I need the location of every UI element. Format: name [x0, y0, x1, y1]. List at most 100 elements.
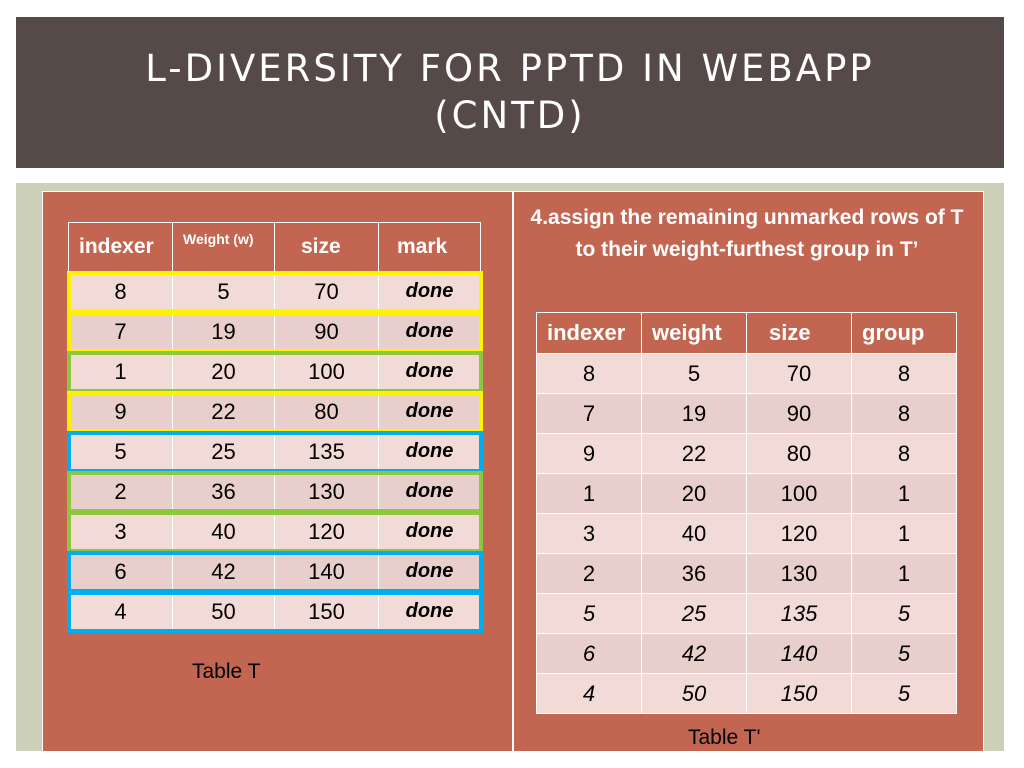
header-weight: weight	[641, 312, 747, 354]
cell-weight: 40	[172, 511, 275, 552]
cell-size: 70	[274, 271, 379, 312]
cell-indexer: 4	[536, 673, 642, 714]
table-row: 4 50 150 done	[68, 591, 481, 632]
table-row: 9 22 80 done	[68, 391, 481, 432]
cell-mark: done	[378, 391, 481, 432]
table-row: 8 5 70 8	[536, 353, 957, 394]
table-row: 2 36 130 done	[68, 471, 481, 512]
cell-weight: 50	[172, 591, 275, 632]
cell-size: 140	[274, 551, 379, 592]
cell-mark: done	[378, 271, 481, 312]
cell-indexer: 2	[68, 471, 173, 512]
table-row: 8 5 70 done	[68, 271, 481, 312]
cell-indexer: 8	[68, 271, 173, 312]
cell-indexer: 5	[536, 593, 642, 634]
cell-weight: 36	[641, 553, 747, 594]
cell-size: 100	[746, 473, 852, 514]
cell-group: 8	[851, 393, 957, 434]
table-row: 4 50 150 5	[536, 673, 957, 714]
cell-size: 120	[746, 513, 852, 554]
cell-mark: done	[378, 471, 481, 512]
table-row: 5 25 135 5	[536, 593, 957, 634]
cell-weight: 42	[172, 551, 275, 592]
table-t-caption: Table T	[192, 660, 261, 683]
header-size: size	[746, 312, 852, 354]
cell-weight: 5	[172, 271, 275, 312]
cell-indexer: 1	[536, 473, 642, 514]
cell-mark: done	[378, 311, 481, 352]
cell-group: 5	[851, 593, 957, 634]
cell-size: 135	[274, 431, 379, 472]
cell-weight: 19	[641, 393, 747, 434]
slide-title: L-DIVERSITY FOR PPTD IN WEBAPP (CNTD)	[145, 47, 875, 137]
table-row: 6 42 140 5	[536, 633, 957, 674]
cell-weight: 36	[172, 471, 275, 512]
cell-group: 5	[851, 673, 957, 714]
cell-indexer: 9	[68, 391, 173, 432]
cell-weight: 5	[641, 353, 747, 394]
instruction-text: 4.assign the remaining unmarked rows of …	[530, 206, 964, 261]
cell-size: 130	[274, 471, 379, 512]
cell-indexer: 8	[536, 353, 642, 394]
cell-size: 135	[746, 593, 852, 634]
table-row: 7 19 90 8	[536, 393, 957, 434]
header-mark: mark	[378, 222, 481, 272]
cell-size: 80	[274, 391, 379, 432]
cell-size: 150	[274, 591, 379, 632]
header-indexer: indexer	[536, 312, 642, 354]
cell-weight: 25	[172, 431, 275, 472]
cell-indexer: 4	[68, 591, 173, 632]
table-t-prime: indexer weight size group 8 5 70 8 7 19 90 8 9…	[536, 312, 957, 714]
cell-indexer: 9	[536, 433, 642, 474]
header-size: size	[274, 222, 379, 272]
table-row: 3 40 120 done	[68, 511, 481, 552]
cell-size: 100	[274, 351, 379, 392]
panel-divider	[512, 191, 514, 752]
table-row: 5 25 135 done	[68, 431, 481, 472]
cell-weight: 20	[641, 473, 747, 514]
cell-weight: 20	[172, 351, 275, 392]
table-row: 3 40 120 1	[536, 513, 957, 554]
cell-weight: 25	[641, 593, 747, 634]
cell-mark: done	[378, 351, 481, 392]
cell-size: 90	[746, 393, 852, 434]
table-row: 1 20 100 1	[536, 473, 957, 514]
cell-mark: done	[378, 511, 481, 552]
table-t-prime-header-row: indexer weight size group	[536, 312, 957, 354]
header-group: group	[851, 312, 957, 354]
cell-indexer: 1	[68, 351, 173, 392]
cell-size: 130	[746, 553, 852, 594]
slide-title-bar: L-DIVERSITY FOR PPTD IN WEBAPP (CNTD)	[16, 17, 1004, 168]
table-row: 2 36 130 1	[536, 553, 957, 594]
cell-group: 5	[851, 633, 957, 674]
cell-mark: done	[378, 551, 481, 592]
cell-group: 1	[851, 553, 957, 594]
cell-size: 70	[746, 353, 852, 394]
table-row: 1 20 100 done	[68, 351, 481, 392]
cell-size: 120	[274, 511, 379, 552]
cell-indexer: 7	[536, 393, 642, 434]
cell-mark: done	[378, 431, 481, 472]
cell-group: 1	[851, 513, 957, 554]
table-row: 9 22 80 8	[536, 433, 957, 474]
cell-weight: 42	[641, 633, 747, 674]
cell-size: 140	[746, 633, 852, 674]
cell-indexer: 6	[536, 633, 642, 674]
cell-weight: 22	[172, 391, 275, 432]
cell-group: 8	[851, 433, 957, 474]
table-t-header-row: indexer Weight (w) size mark	[68, 222, 481, 272]
cell-indexer: 7	[68, 311, 173, 352]
cell-weight: 19	[172, 311, 275, 352]
cell-indexer: 2	[536, 553, 642, 594]
cell-size: 150	[746, 673, 852, 714]
cell-indexer: 5	[68, 431, 173, 472]
table-row: 6 42 140 done	[68, 551, 481, 592]
cell-size: 80	[746, 433, 852, 474]
table-t-prime-caption: Table T'	[688, 726, 761, 749]
cell-indexer: 3	[536, 513, 642, 554]
cell-weight: 22	[641, 433, 747, 474]
header-indexer: indexer	[68, 222, 173, 272]
cell-size: 90	[274, 311, 379, 352]
header-weight: Weight (w)	[172, 222, 275, 272]
